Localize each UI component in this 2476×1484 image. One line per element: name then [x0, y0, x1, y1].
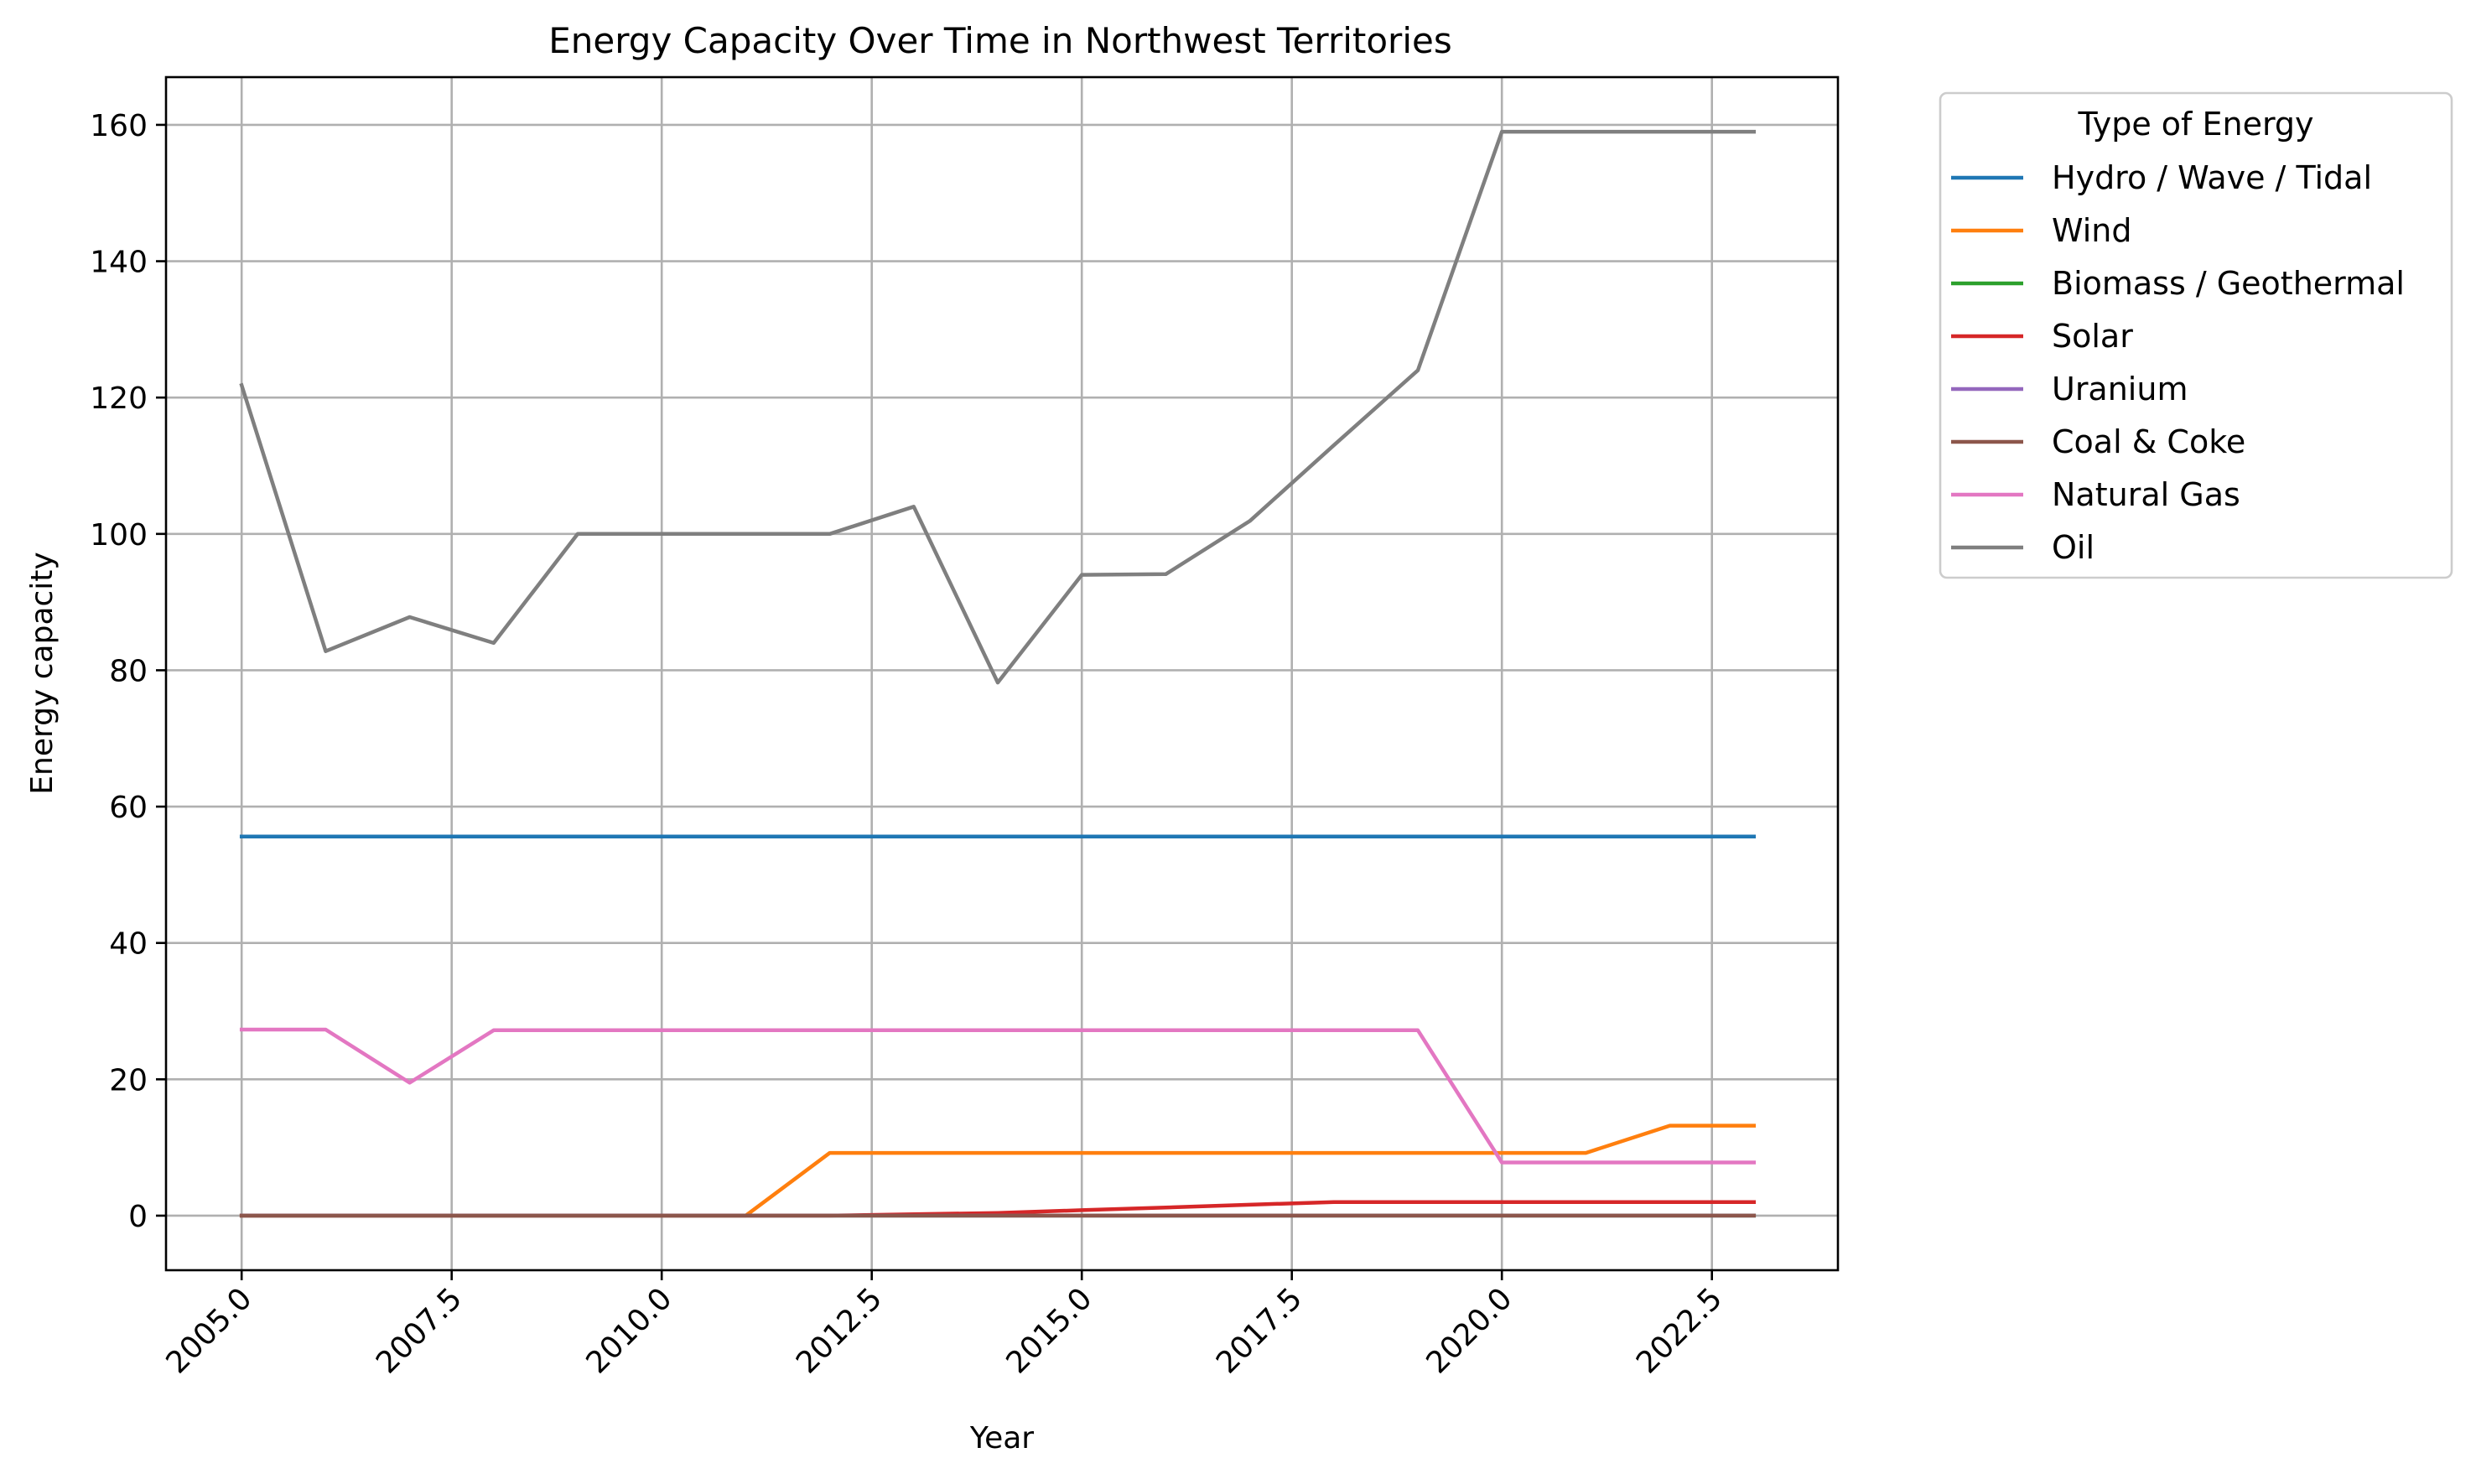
y-tick-label: 80 — [109, 654, 148, 688]
legend-label: Natural Gas — [2052, 476, 2240, 513]
y-tick-label: 120 — [90, 381, 148, 416]
legend-label: Hydro / Wave / Tidal — [2052, 159, 2372, 196]
y-axis: 0 20 40 60 80 100 120 140 160 — [90, 109, 166, 1234]
legend-title: Type of Energy — [2077, 106, 2313, 143]
y-tick-label: 0 — [128, 1200, 148, 1234]
legend-frame — [1939, 91, 2453, 579]
legend-label: Solar — [2052, 318, 2133, 355]
legend: Type of Energy Hydro / Wave / Tidal Wind B… — [1939, 91, 2453, 579]
y-tick-label: 40 — [109, 927, 148, 962]
legend-label: Wind — [2052, 212, 2132, 249]
series-line-oil — [239, 129, 1757, 685]
x-axis-label: Year — [969, 1421, 1034, 1455]
y-tick-label: 20 — [109, 1063, 148, 1097]
legend-entries: Hydro / Wave / Tidal Wind Biomass / Geothe… — [1951, 159, 2405, 566]
legend-label: Oil — [2052, 529, 2094, 566]
y-tick-label: 140 — [90, 246, 148, 280]
legend-label: Uranium — [2052, 371, 2188, 407]
plot-area-frame — [164, 75, 1840, 1272]
y-tick-label: 60 — [109, 791, 148, 825]
legend-label: Coal & Coke — [2052, 423, 2245, 460]
y-tick-label: 100 — [90, 518, 148, 553]
series-line-natural-gas — [239, 1027, 1757, 1165]
y-axis-label: Energy capacity — [25, 552, 60, 794]
chart-title: Energy Capacity Over Time in Northwest T… — [548, 20, 1451, 61]
series-lines — [239, 129, 1757, 1218]
legend-label: Biomass / Geothermal — [2052, 265, 2405, 302]
y-tick-label: 160 — [90, 109, 148, 143]
